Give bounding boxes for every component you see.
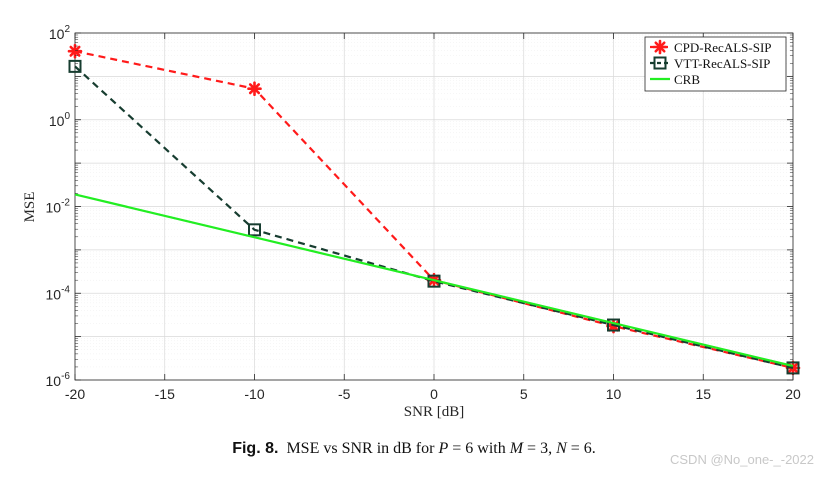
caption-var-p: P (438, 440, 449, 457)
caption-label: Fig. 8. (232, 440, 279, 457)
asterisk-marker (652, 39, 668, 55)
y-tick-label: 10-4 (46, 284, 71, 302)
y-tick-base: 10 (49, 26, 65, 42)
square-marker (653, 56, 667, 70)
x-tick-label: 20 (785, 386, 801, 402)
y-tick-base: 10 (49, 113, 65, 129)
x-tick-label: -15 (155, 386, 175, 402)
axis-ticks (74, 32, 794, 381)
figure-caption: Fig. 8. MSE vs SNR in dB for P = 6 with … (0, 440, 828, 458)
x-tick-label: -5 (338, 386, 351, 402)
asterisk-stroke (654, 41, 666, 53)
legend-box (644, 36, 787, 92)
legend-label: CRB (674, 72, 700, 87)
x-tick-label: 5 (520, 386, 528, 402)
caption-eq-p: = 6 with (448, 440, 510, 457)
x-tick-label: 0 (430, 386, 438, 402)
square-marker (68, 59, 82, 73)
asterisk-marker (67, 43, 83, 59)
x-axis-label: SNR [dB] (404, 404, 464, 420)
watermark: CSDN @No_one-_-2022 (670, 452, 814, 467)
y-tick-exponent: 2 (64, 24, 70, 35)
caption-var-n: N (556, 440, 567, 457)
y-axis-label: MSE (22, 192, 38, 223)
x-tick-label: 10 (606, 386, 622, 402)
asterisk-marker (247, 81, 262, 96)
legend-label: VTT-RecALS-SIP (674, 56, 770, 71)
square-marker (786, 361, 800, 375)
y-tick-base: 10 (46, 200, 62, 216)
y-tick-label: 10-2 (46, 198, 71, 216)
y-tick-label: 102 (49, 24, 71, 42)
caption-eq-m: = 3, (523, 440, 557, 457)
asterisk-stroke (787, 362, 799, 374)
y-tick-exponent: -6 (61, 371, 70, 382)
y-tick-label: 10-6 (46, 371, 71, 389)
series-line-crb (74, 193, 794, 368)
x-tick-labels: -20 -15 -10 -5 0 5 10 15 20 (65, 386, 801, 402)
y-tick-exponent: -4 (61, 284, 70, 295)
square-marker (248, 223, 261, 237)
caption-var-m: M (509, 440, 524, 457)
y-tick-label: 100 (49, 111, 71, 129)
caption-eq-n: = 6. (566, 440, 596, 457)
y-tick-exponent: 0 (64, 111, 70, 122)
x-tick-label: -20 (65, 386, 85, 402)
x-tick-label: 15 (695, 386, 711, 402)
asterisk-stroke (69, 45, 81, 57)
series-layer (67, 43, 801, 376)
caption-text: MSE vs SNR in dB for (286, 440, 439, 457)
x-tick-label: -10 (244, 386, 264, 402)
y-tick-base: 10 (46, 286, 62, 302)
legend-label: CPD-RecALS-SIP (674, 40, 772, 55)
y-tick-exponent: -2 (61, 198, 70, 209)
y-tick-base: 10 (46, 373, 62, 389)
series-line-vtt-recals-sip (74, 65, 794, 369)
asterisk-stroke (248, 83, 261, 95)
